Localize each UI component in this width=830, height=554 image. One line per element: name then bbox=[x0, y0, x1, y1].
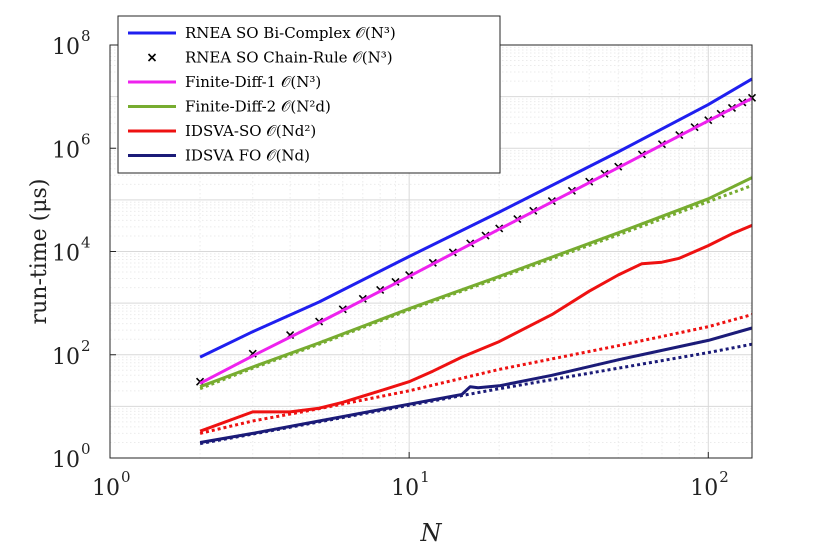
legend-label: Finite-Diff-1 𝒪(N³) bbox=[185, 73, 321, 91]
x-tick-label: 10 bbox=[391, 476, 419, 501]
y-tick-label: 10 bbox=[52, 242, 80, 267]
axis-ticks: 10 0 10 1 10 210 010 210 410 610 8 bbox=[52, 27, 729, 501]
series-line-8 bbox=[199, 342, 753, 446]
y-tick-label-exponent: 8 bbox=[81, 27, 91, 45]
legend: RNEA SO Bi-Complex 𝒪(N³) RNEA SO Chain-Ru… bbox=[117, 15, 501, 174]
y-tick-label-exponent: 6 bbox=[81, 130, 91, 148]
legend-label: RNEA SO Chain-Rule 𝒪(N³) bbox=[185, 49, 393, 67]
series-line-2 bbox=[199, 96, 753, 385]
series-line-4 bbox=[199, 184, 753, 391]
x-axis-label: N bbox=[420, 519, 443, 547]
series-line-0 bbox=[199, 77, 753, 359]
legend-label: IDSVA-SO 𝒪(Nd²) bbox=[185, 122, 316, 140]
x-tick-label: 10 bbox=[690, 476, 718, 501]
y-axis-label: run-time (μs) bbox=[27, 179, 52, 325]
y-tick-label-exponent: 0 bbox=[81, 440, 91, 458]
series-group bbox=[195, 77, 757, 446]
y-tick-label: 10 bbox=[52, 138, 80, 163]
x-tick-label-exponent: 0 bbox=[121, 468, 131, 486]
y-tick-label-exponent: 4 bbox=[81, 234, 91, 252]
y-tick-label-exponent: 2 bbox=[81, 337, 91, 355]
x-tick-label-exponent: 1 bbox=[420, 468, 430, 486]
legend-label: Finite-Diff-2 𝒪(N²d) bbox=[185, 98, 331, 116]
legend-box bbox=[117, 15, 501, 174]
legend-label: IDSVA FO 𝒪(Nd) bbox=[185, 147, 310, 165]
series-line-6 bbox=[199, 313, 753, 435]
legend-marker bbox=[147, 53, 157, 62]
legend-label: RNEA SO Bi-Complex 𝒪(N³) bbox=[185, 24, 396, 42]
y-tick-label: 10 bbox=[52, 448, 80, 473]
y-tick-label: 10 bbox=[52, 35, 80, 60]
x-tick-label: 10 bbox=[92, 476, 120, 501]
y-tick-label: 10 bbox=[52, 345, 80, 370]
x-tick-label-exponent: 2 bbox=[719, 468, 729, 486]
